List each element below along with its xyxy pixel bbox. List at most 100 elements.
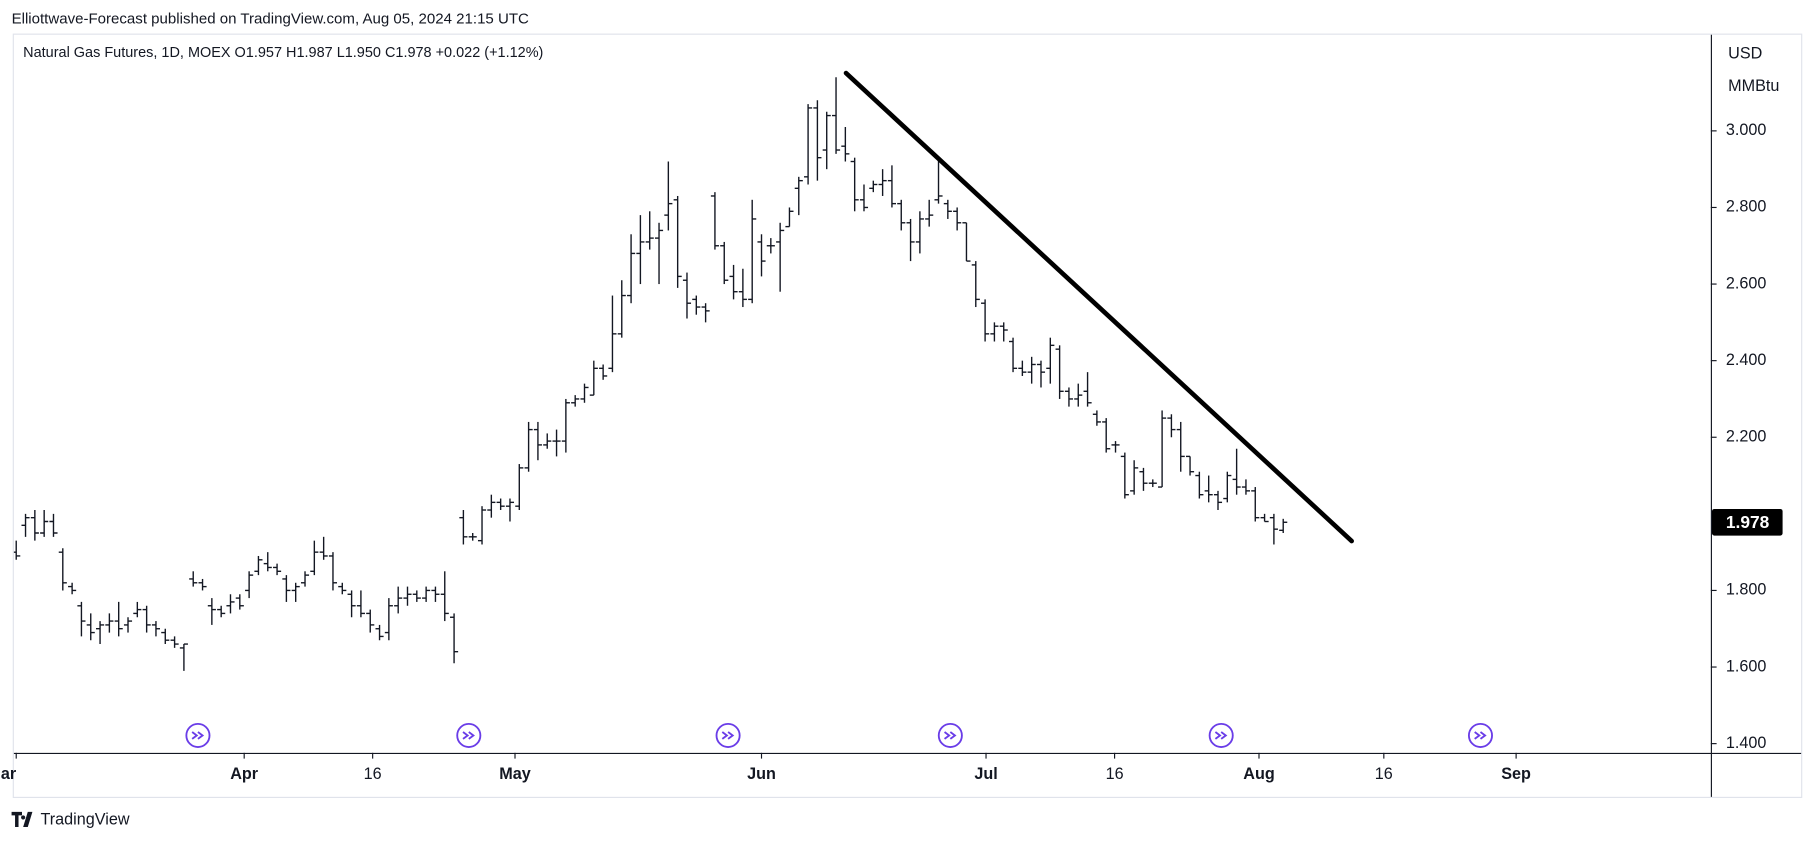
ohlc-bar <box>356 590 365 618</box>
ohlc-bar <box>1232 448 1241 495</box>
ohlc-bar <box>319 536 328 560</box>
ohlc-bar <box>291 582 300 602</box>
ohlc-bar <box>971 261 980 308</box>
ohlc-bar <box>1130 460 1139 495</box>
ohlc-bar <box>943 199 952 219</box>
ohlc-bar <box>1260 513 1269 523</box>
ohlc-bar <box>748 199 757 304</box>
ohlc-bar <box>170 636 179 648</box>
ohlc-bar <box>189 571 198 587</box>
ohlc-bar <box>30 510 39 541</box>
event-icon[interactable] <box>715 722 741 748</box>
ohlc-bar <box>96 621 105 645</box>
ohlc-bar <box>543 433 552 449</box>
y-tick-label: 1.600 <box>1726 657 1767 675</box>
event-icon[interactable] <box>1208 722 1234 748</box>
ohlc-bar <box>68 582 77 595</box>
ohlc-bar <box>878 169 887 196</box>
event-icon[interactable] <box>185 722 211 748</box>
symbol-header: Natural Gas Futures, 1D, MOEX O1.957 H1.… <box>23 45 543 61</box>
ohlc-bar <box>86 613 95 641</box>
ohlc-bar <box>58 548 67 591</box>
unit-label: MMBtu <box>1728 77 1779 95</box>
ohlc-bar <box>13 540 21 560</box>
ohlc-bar <box>608 295 617 373</box>
ohlc-bar <box>599 364 608 380</box>
ohlc-bar <box>645 211 654 250</box>
trendline <box>843 70 1355 544</box>
ohlc-bar <box>1074 383 1083 407</box>
ohlc-bar <box>794 176 803 216</box>
ohlc-bar <box>384 598 393 641</box>
ohlc-bar <box>654 222 664 285</box>
ohlc-bar <box>561 398 570 453</box>
ohlc-bar <box>1064 387 1073 407</box>
ohlc-bar <box>515 464 524 511</box>
y-tick-label: 2.200 <box>1726 428 1767 446</box>
ohlc-bar <box>310 540 319 576</box>
ohlc-bar <box>1111 441 1120 453</box>
ohlc-bar <box>1083 372 1092 407</box>
ohlc-bar <box>673 195 682 288</box>
ohlc-bar <box>1008 337 1018 373</box>
ohlc-bar <box>459 510 468 545</box>
event-icons <box>185 722 1493 748</box>
event-icon[interactable] <box>456 722 482 748</box>
ohlc-bar <box>776 222 785 292</box>
event-icon[interactable] <box>1467 722 1493 748</box>
ohlc-bar <box>394 586 403 614</box>
ohlc-bar <box>338 582 347 595</box>
ohlc-bar <box>431 586 440 602</box>
ohlc-bar <box>897 199 906 231</box>
ohlc-bar <box>720 241 729 285</box>
ohlc-bar <box>300 571 310 587</box>
ohlc-bar <box>887 165 896 208</box>
ohlc-bar <box>981 299 990 342</box>
ohlc-bar <box>1120 452 1129 499</box>
ohlc-bar <box>1223 471 1232 503</box>
ohlc-bar <box>1167 414 1176 438</box>
brand-logo <box>11 811 33 827</box>
ohlc-bar <box>1102 418 1111 453</box>
ohlc-bar <box>524 421 533 472</box>
ohlc-bar <box>869 180 878 193</box>
ohlc-bar <box>831 77 841 154</box>
y-tick-label: 2.600 <box>1726 274 1767 292</box>
y-tick-label: 1.400 <box>1726 734 1767 752</box>
ohlc-bar <box>1241 479 1250 495</box>
x-tick-label: Aug <box>1243 765 1274 783</box>
x-tick-label: 16 <box>364 765 382 783</box>
last-price-box <box>1711 508 1783 536</box>
ohlc-bar <box>49 513 58 537</box>
ohlc-bar <box>347 590 356 618</box>
ohlc-bar <box>477 506 487 545</box>
ohlc-bar <box>589 360 598 396</box>
ohlc-bar <box>934 157 943 204</box>
ohlc-bar <box>962 222 971 262</box>
ohlc-bar <box>990 322 999 342</box>
ohlc-bar <box>282 575 291 602</box>
event-icon[interactable] <box>937 722 963 748</box>
ohlc-bar <box>1036 360 1046 388</box>
ohlc-bar <box>487 494 496 518</box>
ohlc-bar <box>859 184 869 212</box>
ohlc-bar <box>450 613 459 664</box>
ohlc-bar <box>953 207 962 231</box>
ohlc-bar <box>1204 475 1213 503</box>
ohlc-bar <box>841 127 850 162</box>
ohlc-bar <box>682 272 692 319</box>
ohlc-bar <box>403 586 412 606</box>
ohlc-bar <box>915 211 924 254</box>
ohlc-bar <box>198 578 207 591</box>
ohlc-bar <box>738 268 747 308</box>
ohlc-bar <box>636 215 645 285</box>
ohlc-bar <box>254 555 263 576</box>
ohlc-bar <box>505 498 515 522</box>
ohlc-bar <box>701 303 710 323</box>
ohlc-bar <box>179 643 188 671</box>
ohlc-bar <box>664 161 673 231</box>
ohlc-bar <box>133 601 142 618</box>
x-tick-label: 16 <box>1106 765 1124 783</box>
ohlc-bar <box>729 264 738 300</box>
